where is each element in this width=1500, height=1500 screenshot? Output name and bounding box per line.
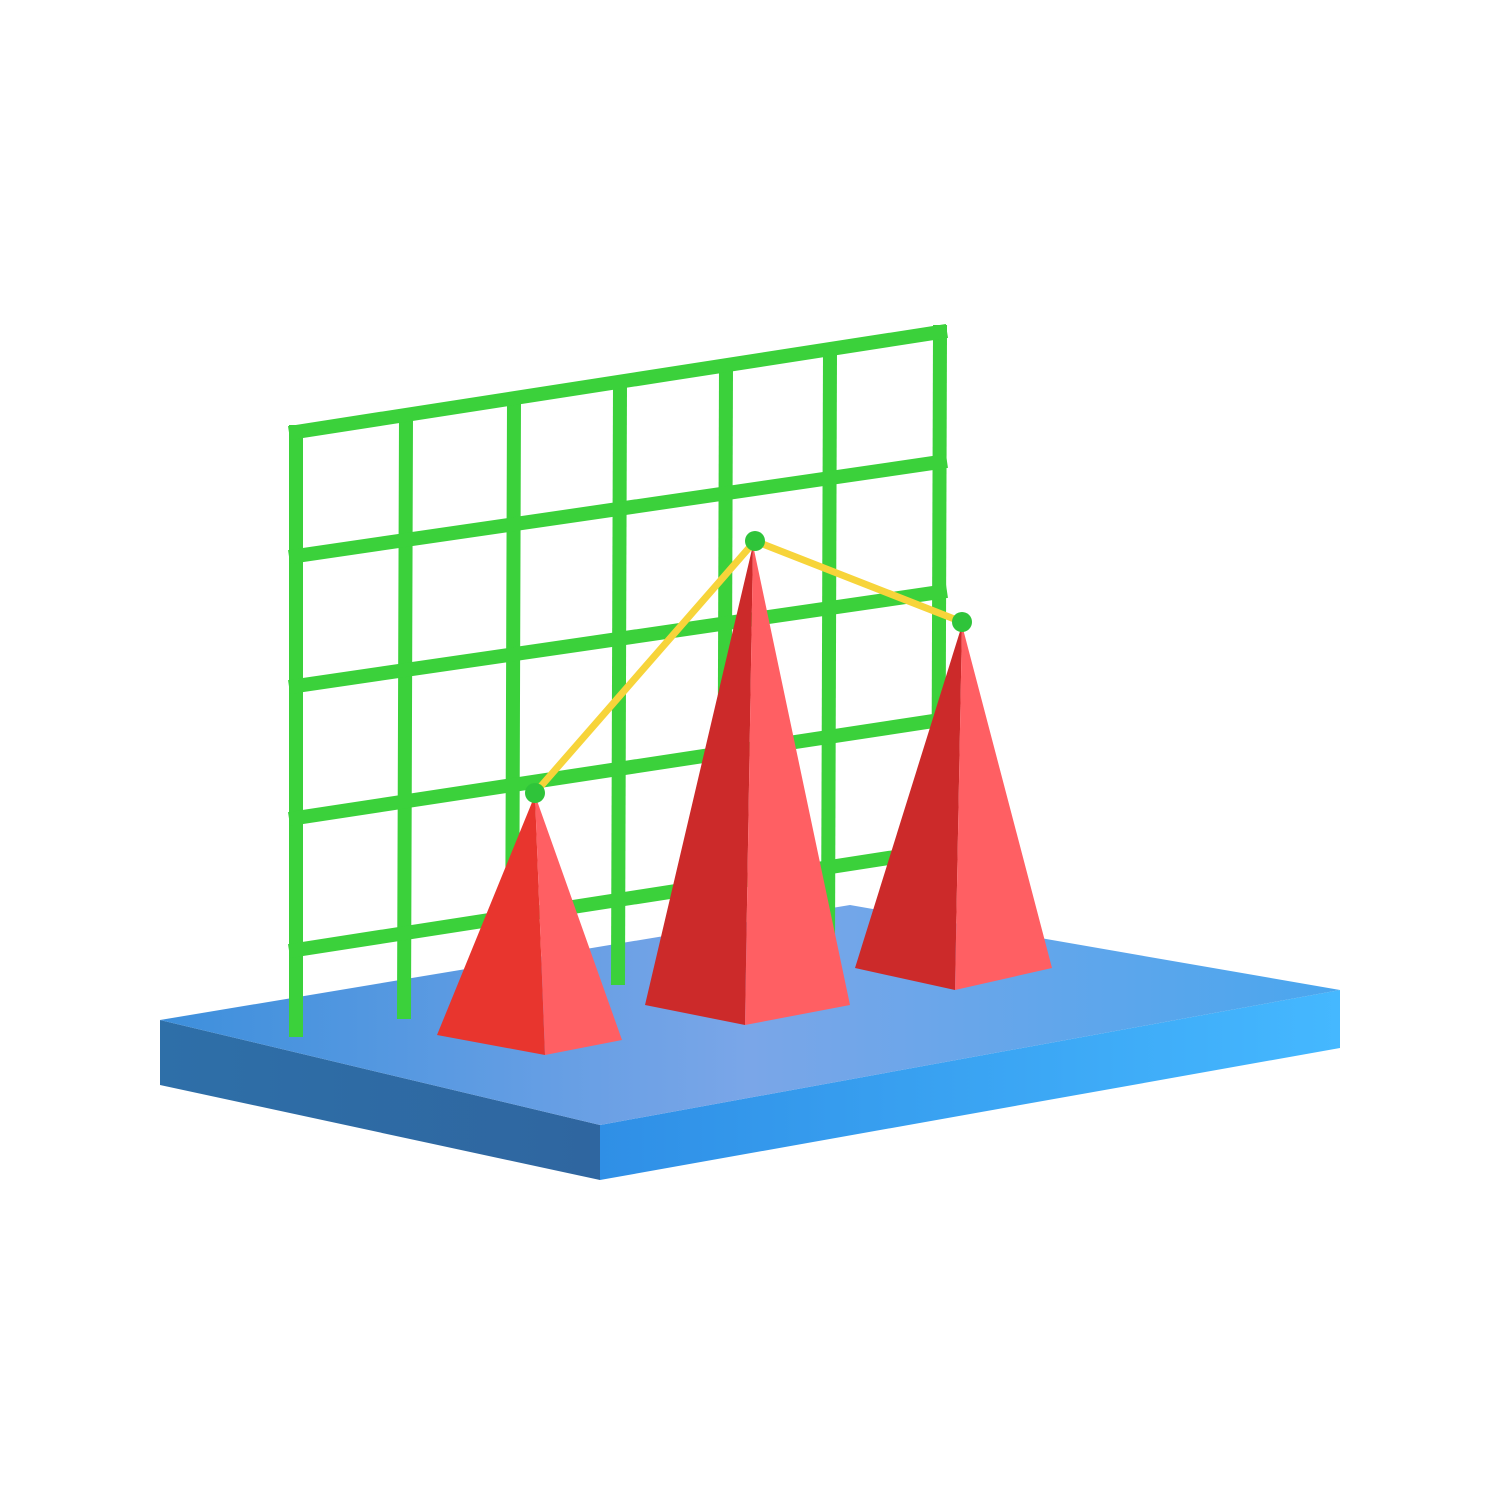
trend-dot: [525, 783, 545, 803]
trend-dot: [952, 612, 972, 632]
pyramid-face: [745, 545, 850, 1025]
base-right-side: [600, 990, 1340, 1180]
grid-v: [820, 344, 838, 952]
grid-v: [396, 408, 414, 1020]
grid-h: [288, 324, 948, 440]
base-left-side: [160, 1020, 600, 1180]
pyramid-face: [535, 795, 622, 1055]
pyramid-right: [855, 625, 1052, 990]
pyramid-face: [855, 625, 962, 990]
pyramid-face: [955, 625, 1052, 990]
pyramid-left: [437, 795, 622, 1055]
pyramid-face: [437, 795, 545, 1055]
pyramid-middle: [645, 545, 850, 1025]
pyramid-face: [645, 545, 753, 1025]
trend-dot: [745, 531, 765, 551]
grid-h: [288, 712, 948, 826]
grid-h: [288, 584, 948, 694]
grid-wall: [288, 324, 948, 1037]
grid-v: [610, 376, 628, 986]
grid-h: [288, 842, 948, 958]
grid-h: [288, 454, 948, 564]
